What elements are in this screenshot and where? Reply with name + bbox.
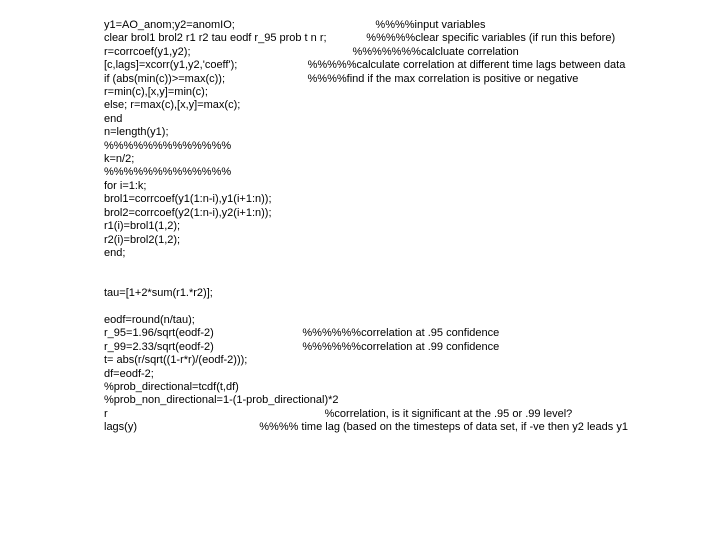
code-content: y1=AO_anom;y2=anomIO; %%%%input variable… — [104, 19, 628, 433]
code-block: y1=AO_anom;y2=anomIO; %%%%input variable… — [0, 0, 720, 435]
